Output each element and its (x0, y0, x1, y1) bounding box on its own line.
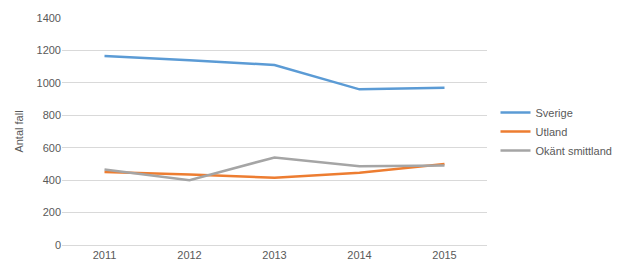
svg-text:2014: 2014 (347, 249, 371, 261)
svg-text:2012: 2012 (177, 249, 201, 261)
svg-text:400: 400 (43, 174, 61, 186)
svg-text:2013: 2013 (262, 249, 286, 261)
svg-text:Sverige: Sverige (536, 107, 573, 119)
svg-text:200: 200 (43, 206, 61, 218)
svg-text:0: 0 (55, 239, 61, 251)
svg-text:1200: 1200 (37, 44, 61, 56)
svg-text:Antal fall: Antal fall (13, 110, 25, 152)
svg-text:800: 800 (43, 109, 61, 121)
svg-text:2015: 2015 (432, 249, 456, 261)
svg-text:Utland: Utland (536, 126, 568, 138)
svg-text:1000: 1000 (37, 77, 61, 89)
svg-text:Okänt smittland: Okänt smittland (536, 145, 612, 157)
svg-text:600: 600 (43, 142, 61, 154)
svg-text:1400: 1400 (37, 12, 61, 24)
svg-text:2011: 2011 (93, 249, 117, 261)
